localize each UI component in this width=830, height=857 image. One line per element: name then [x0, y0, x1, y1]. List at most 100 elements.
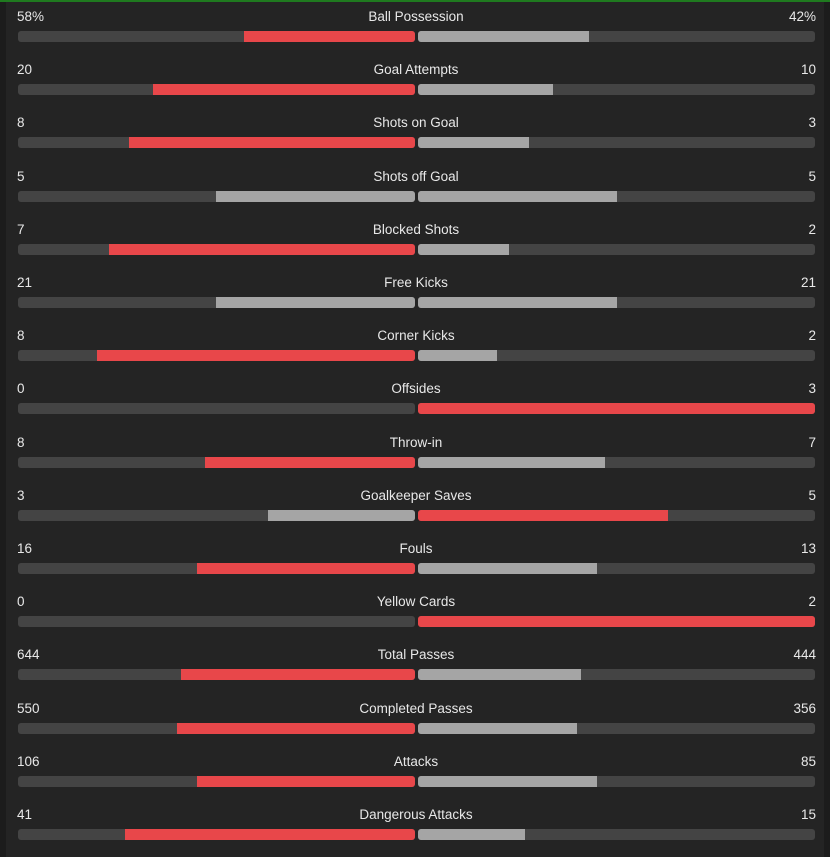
- away-value: 3: [808, 381, 816, 397]
- stat-label-row: 41 Dangerous Attacks 15: [6, 800, 824, 828]
- stat-label-row: 3 Goalkeeper Saves 5: [6, 481, 824, 509]
- stat-name: Free Kicks: [384, 275, 448, 290]
- home-bar-fill: [177, 722, 415, 734]
- stat-label-row: 16 Fouls 13: [6, 534, 824, 562]
- home-bar-track: [18, 350, 415, 362]
- stat-name: Goal Attempts: [373, 62, 459, 78]
- away-value: 13: [800, 541, 816, 556]
- home-bar-track: [18, 669, 415, 681]
- stat-row-offsides: 0 Offsides 3: [6, 374, 824, 427]
- away-bar-fill: [418, 775, 597, 787]
- away-bar-track: [418, 137, 815, 149]
- stat-name: Blocked Shots: [372, 221, 460, 237]
- stat-label-row: 58% Ball Possession 42%: [6, 2, 824, 30]
- away-bar-track: [418, 616, 815, 628]
- home-bar-track: [18, 829, 415, 840]
- home-value: 8: [17, 328, 25, 344]
- home-bar-fill: [205, 456, 415, 468]
- away-bar-track: [418, 350, 815, 362]
- away-bar-track: [418, 403, 815, 415]
- away-bar-fill: [418, 669, 581, 681]
- away-bar-track: [418, 563, 815, 574]
- home-value: 7: [17, 221, 25, 237]
- stat-row-ball-possession: 58% Ball Possession 42%: [6, 2, 824, 55]
- away-bar-fill: [418, 829, 525, 840]
- away-value: 85: [800, 753, 816, 769]
- away-bar-track: [418, 243, 815, 255]
- stat-label-row: 21 Free Kicks 21: [6, 268, 824, 296]
- stat-row-dangerous-attacks: 41 Dangerous Attacks 15: [6, 800, 824, 853]
- home-value: 3: [17, 487, 25, 503]
- stat-label-row: 5 Shots off Goal 5: [6, 162, 824, 190]
- stat-name: Shots on Goal: [373, 115, 459, 131]
- home-value: 5: [17, 168, 25, 184]
- home-bar-track: [18, 456, 415, 468]
- home-value: 58%: [17, 9, 45, 24]
- home-bar-track: [18, 616, 415, 628]
- away-bar-track: [418, 84, 815, 96]
- home-value: 41: [17, 807, 33, 822]
- away-value: 356: [793, 700, 816, 716]
- away-bar-fill: [418, 31, 589, 42]
- home-bar-fill: [125, 829, 415, 840]
- stat-row-attacks: 106 Attacks 85: [6, 747, 824, 800]
- away-bar-track: [418, 456, 815, 468]
- away-value: 3: [808, 115, 816, 131]
- stat-name: Throw-in: [389, 434, 443, 450]
- away-value: 10: [800, 62, 816, 78]
- stat-label-row: 20 Goal Attempts 10: [6, 55, 824, 83]
- stat-label-row: 106 Attacks 85: [6, 747, 824, 775]
- away-bar-fill: [418, 350, 497, 362]
- away-value: 5: [808, 168, 816, 184]
- away-value: 5: [808, 487, 816, 503]
- home-bar-track: [18, 563, 415, 574]
- stat-name: Attacks: [393, 753, 439, 769]
- home-value: 644: [17, 647, 40, 663]
- away-bar-fill: [418, 722, 577, 734]
- stat-row-yellow-cards: 0 Yellow Cards 2: [6, 587, 824, 640]
- away-bar-track: [418, 509, 815, 521]
- stat-label-row: 7 Blocked Shots 2: [6, 215, 824, 243]
- away-value: 7: [808, 434, 816, 450]
- away-bar-fill: [418, 137, 529, 149]
- stat-row-blocked-shots: 7 Blocked Shots 2: [6, 215, 824, 268]
- stat-label-row: 550 Completed Passes 356: [6, 694, 824, 722]
- stat-row-throw-in: 8 Throw-in 7: [6, 428, 824, 481]
- away-value: 42%: [788, 9, 816, 24]
- home-bar-track: [18, 243, 415, 255]
- home-bar-track: [18, 722, 415, 734]
- stat-row-shots-on-goal: 8 Shots on Goal 3: [6, 108, 824, 161]
- home-value: 8: [17, 115, 25, 131]
- stat-name: Total Passes: [377, 647, 455, 663]
- home-bar-fill: [153, 84, 415, 96]
- home-bar-fill: [216, 190, 415, 202]
- home-bar-track: [18, 297, 415, 308]
- away-bar-fill: [418, 509, 668, 521]
- away-bar-track: [418, 829, 815, 840]
- stat-label-row: 0 Yellow Cards 2: [6, 587, 824, 615]
- home-bar-fill: [109, 243, 415, 255]
- home-value: 0: [17, 381, 25, 397]
- away-value: 15: [800, 807, 816, 822]
- stat-label-row: 644 Total Passes 444: [6, 640, 824, 668]
- home-bar-fill: [244, 31, 415, 42]
- stat-row-free-kicks: 21 Free Kicks 21: [6, 268, 824, 321]
- home-bar-track: [18, 509, 415, 521]
- stat-row-completed-passes: 550 Completed Passes 356: [6, 694, 824, 747]
- away-value: 2: [808, 221, 816, 237]
- stat-row-corner-kicks: 8 Corner Kicks 2: [6, 321, 824, 374]
- home-bar-fill: [216, 297, 415, 308]
- stat-label-row: 8 Corner Kicks 2: [6, 321, 824, 349]
- home-bar-track: [18, 84, 415, 96]
- stat-row-fouls: 16 Fouls 13: [6, 534, 824, 587]
- home-bar-fill: [268, 509, 415, 521]
- away-value: 2: [808, 594, 816, 610]
- away-bar-fill: [418, 456, 605, 468]
- home-bar-fill: [129, 137, 415, 149]
- away-bar-fill: [418, 616, 815, 628]
- stat-label-row: 8 Throw-in 7: [6, 428, 824, 456]
- stat-name: Yellow Cards: [376, 594, 456, 610]
- home-bar-track: [18, 137, 415, 149]
- away-bar-track: [418, 669, 815, 681]
- stat-name: Completed Passes: [359, 700, 473, 716]
